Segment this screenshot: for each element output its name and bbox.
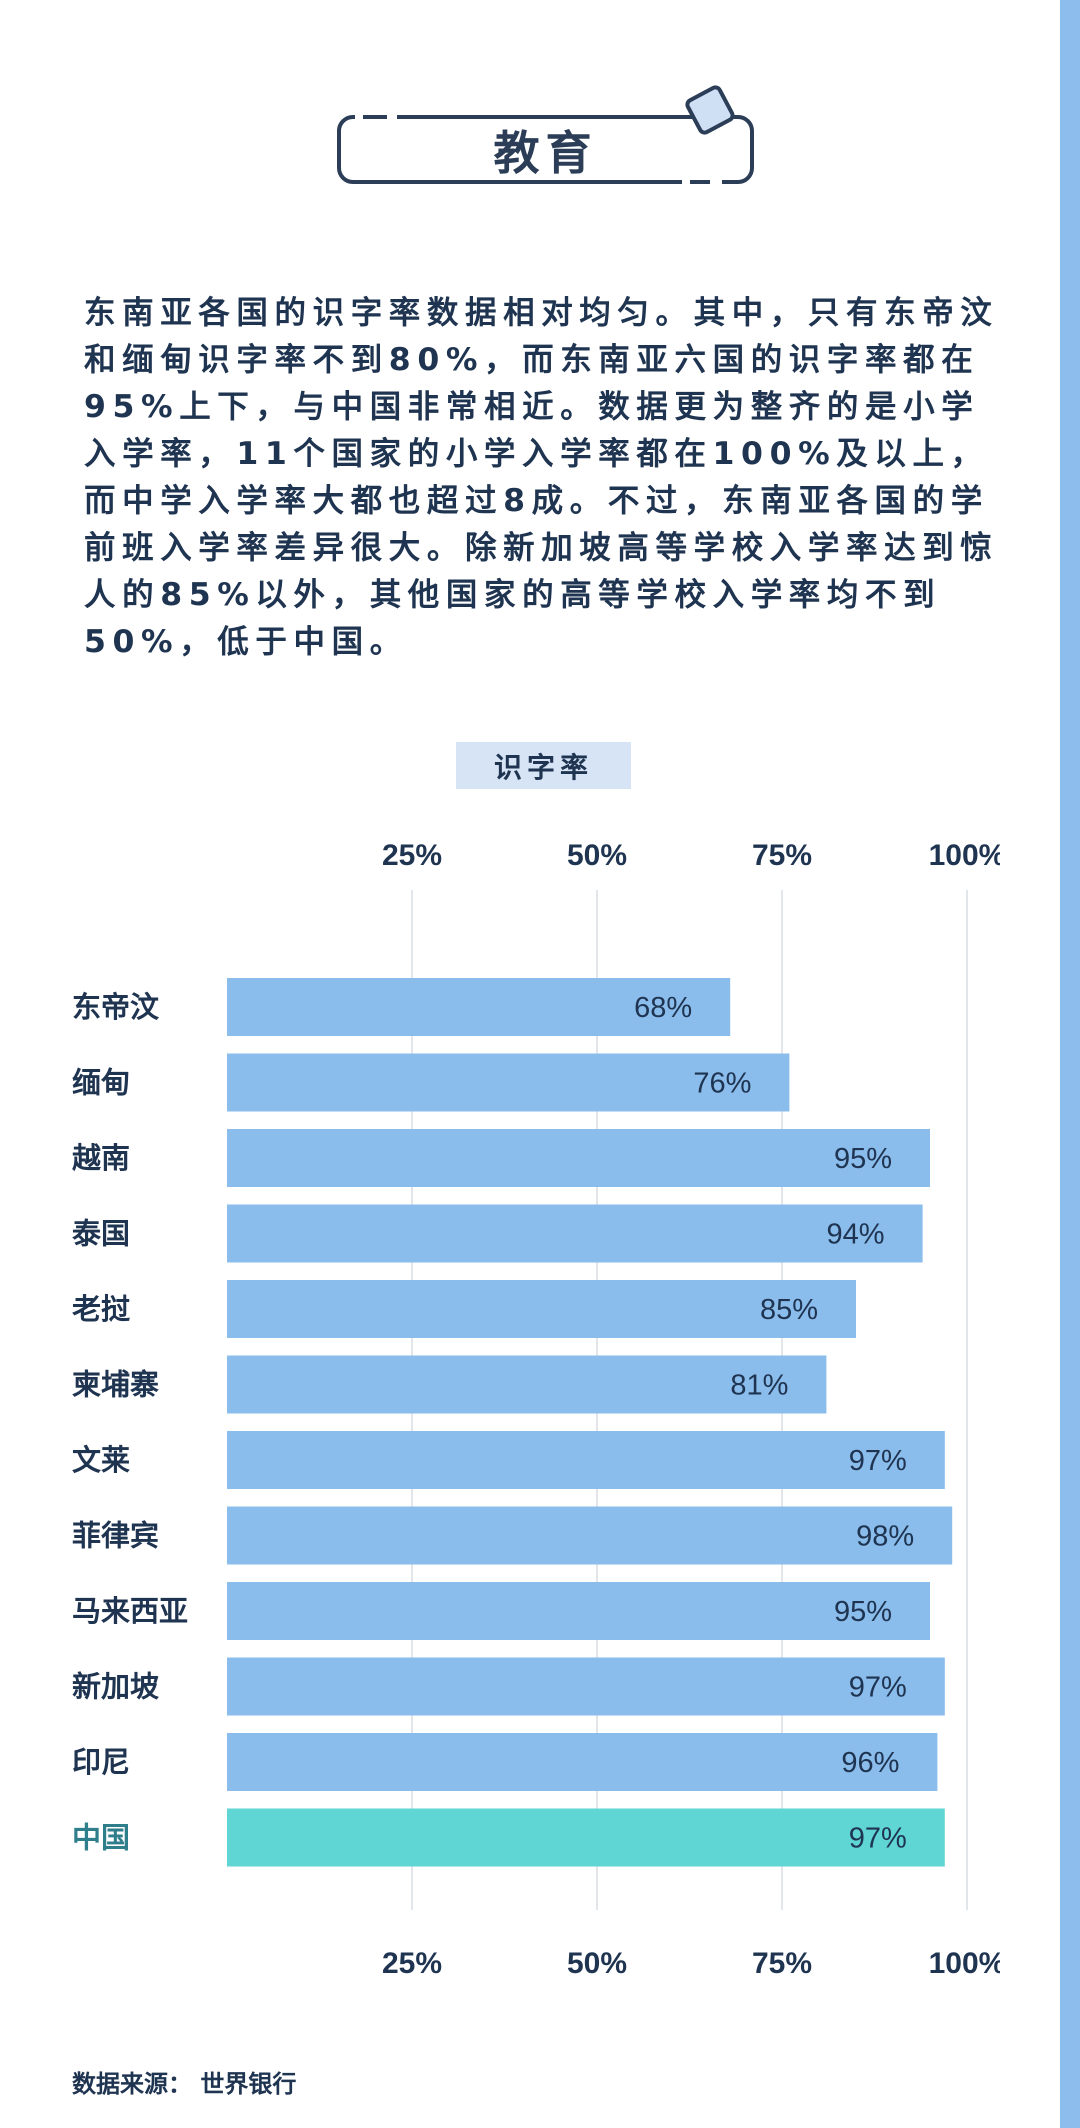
title-frame-dash-bottom bbox=[690, 180, 710, 184]
right-edge-stripe bbox=[1060, 0, 1080, 2128]
bar-value-label: 81% bbox=[730, 1370, 788, 1402]
x-tick-label-top: 25% bbox=[382, 839, 442, 872]
category-label: 缅甸 bbox=[72, 1066, 130, 1100]
x-tick-label-bottom: 50% bbox=[567, 1947, 627, 1980]
bar bbox=[227, 1733, 938, 1791]
data-source: 数据来源： 世界银行 bbox=[72, 2070, 297, 2098]
category-label: 文莱 bbox=[72, 1443, 130, 1477]
bar bbox=[227, 1355, 827, 1414]
bar-value-label: 76% bbox=[693, 1068, 751, 1100]
bar bbox=[227, 1808, 945, 1867]
bar bbox=[227, 978, 731, 1036]
bar-value-label: 94% bbox=[827, 1219, 885, 1251]
bar bbox=[227, 1129, 930, 1187]
bar bbox=[227, 1204, 923, 1263]
bar-value-label: 97% bbox=[849, 1445, 907, 1477]
category-label: 越南 bbox=[72, 1141, 130, 1175]
bar-value-label: 96% bbox=[841, 1747, 899, 1779]
bar bbox=[227, 1431, 945, 1489]
x-tick-label-top: 50% bbox=[567, 839, 627, 872]
bar-value-label: 95% bbox=[834, 1596, 892, 1628]
bar-value-label: 97% bbox=[849, 1672, 907, 1704]
bar-value-label: 97% bbox=[849, 1823, 907, 1855]
bar-value-label: 95% bbox=[834, 1143, 892, 1175]
category-label: 菲律宾 bbox=[72, 1519, 159, 1553]
bar-value-label: 68% bbox=[634, 992, 692, 1024]
category-label: 马来西亚 bbox=[72, 1594, 188, 1628]
bar bbox=[227, 1280, 856, 1338]
category-label: 泰国 bbox=[72, 1217, 130, 1251]
title-frame bbox=[337, 115, 754, 184]
bar bbox=[227, 1506, 953, 1565]
x-tick-label-top: 75% bbox=[752, 839, 812, 872]
category-label: 东帝汶 bbox=[72, 990, 160, 1024]
category-label: 新加坡 bbox=[72, 1670, 159, 1704]
category-label: 老挝 bbox=[72, 1292, 131, 1326]
bar bbox=[227, 1053, 790, 1112]
literacy-bar-chart: 25% 25% 50% 50% 75% 75% 100% 100% 东帝汶 68% 缅甸 76% 越南 9… bbox=[72, 839, 1000, 1980]
bar bbox=[227, 1582, 930, 1640]
bar-value-label: 85% bbox=[760, 1294, 818, 1326]
category-label: 中国 bbox=[72, 1821, 130, 1855]
x-tick-label-bottom: 100% bbox=[929, 1947, 1000, 1980]
chart-title: 识字率 bbox=[456, 742, 631, 789]
category-label: 柬埔寨 bbox=[72, 1368, 159, 1402]
title-frame-dash bbox=[363, 115, 387, 119]
bar bbox=[227, 1657, 945, 1716]
page-title: 教育 bbox=[493, 125, 598, 180]
x-tick-label-top: 100% bbox=[929, 839, 1000, 872]
intro-paragraph: 东南亚各国的识字率数据相对均匀。其中，只有东帝汶和缅甸识字率不到80%，而东南亚… bbox=[84, 295, 999, 660]
x-tick-label-bottom: 25% bbox=[382, 1947, 442, 1980]
bar-value-label: 98% bbox=[856, 1521, 914, 1553]
category-label: 印尼 bbox=[72, 1745, 130, 1779]
x-tick-label-bottom: 75% bbox=[752, 1947, 812, 1980]
